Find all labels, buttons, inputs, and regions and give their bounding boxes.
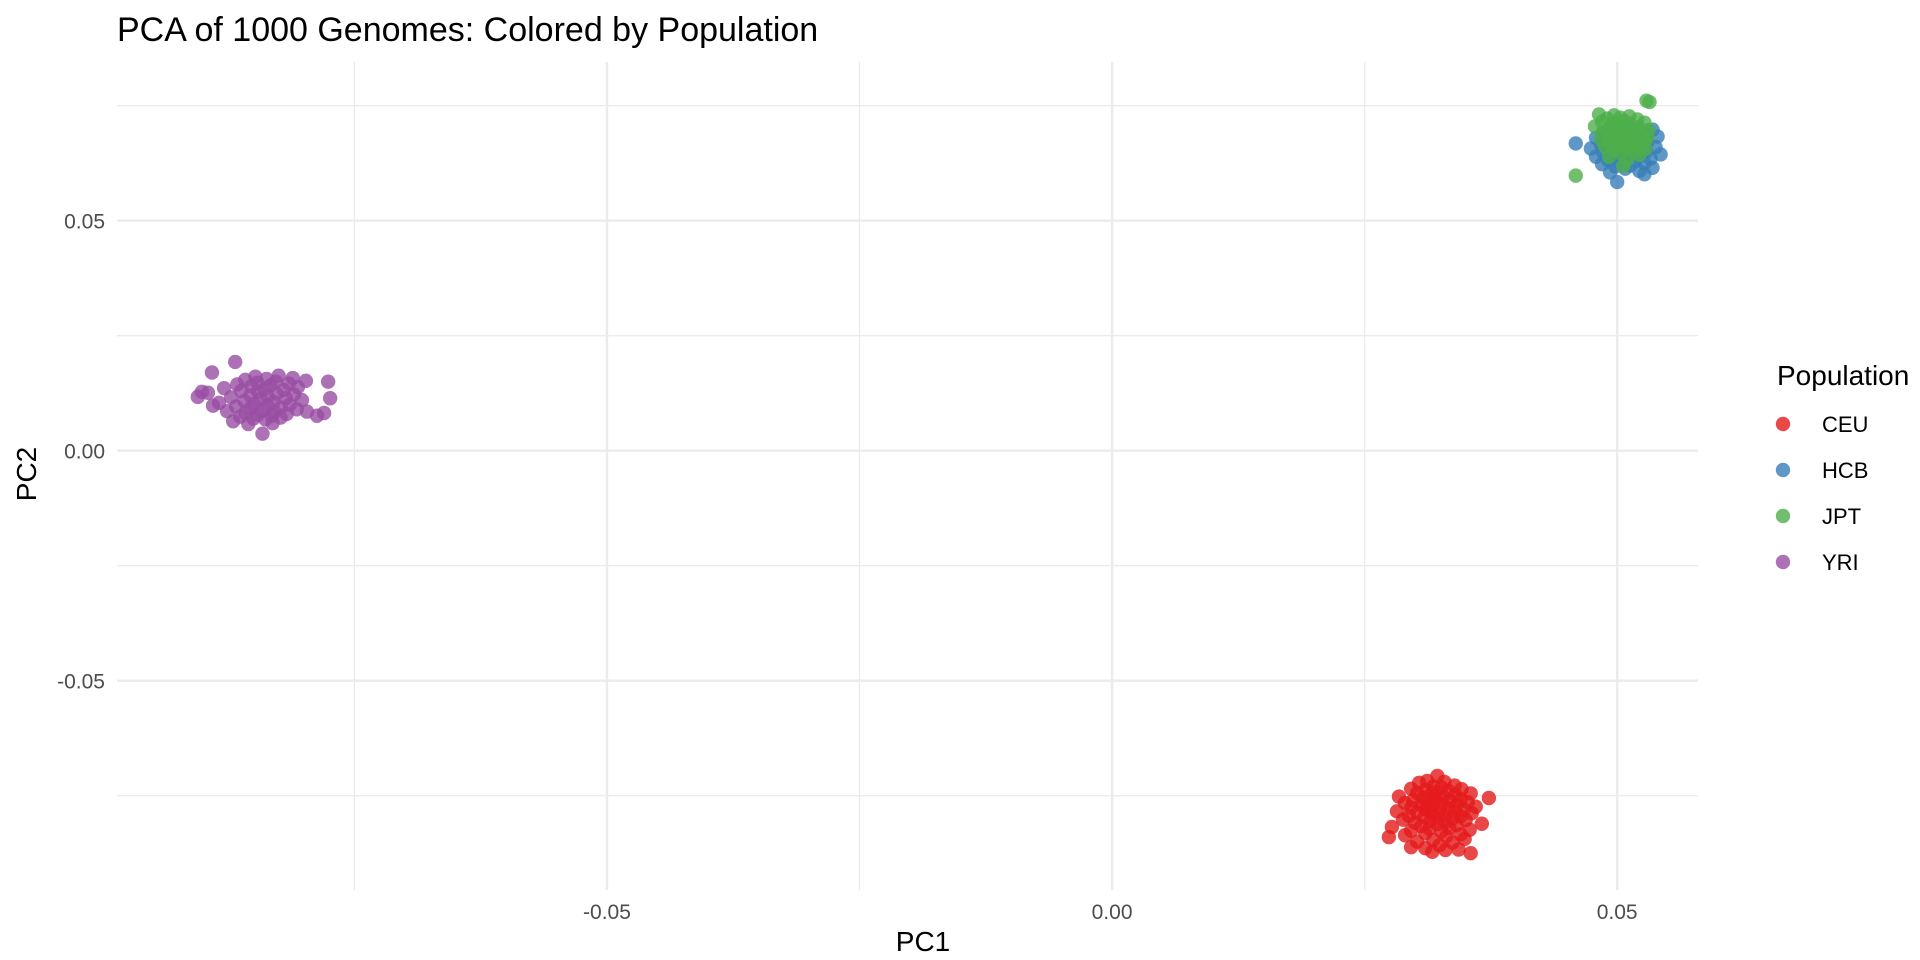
data-point [1457, 831, 1472, 847]
legend-item-ceu: CEU [1775, 412, 1868, 437]
data-point [1632, 147, 1647, 163]
data-point [190, 389, 206, 405]
data-point [1625, 127, 1640, 142]
data-point [1381, 829, 1397, 845]
tick-labels: -0.05 0.00 0.05 -0.05 0.00 0.05 [57, 211, 1637, 924]
data-point [1451, 842, 1466, 857]
data-point [1637, 167, 1652, 182]
data-point [205, 398, 221, 413]
data-point [227, 354, 243, 370]
data-point [320, 374, 336, 389]
y-tick-label: 0.00 [64, 441, 105, 464]
legend-label: CEU [1822, 412, 1868, 437]
series-jpt [1568, 93, 1657, 183]
data-point [1601, 149, 1617, 164]
legend-key [1775, 508, 1791, 524]
data-point [1568, 136, 1583, 151]
data-point [225, 414, 241, 429]
legend-key [1775, 462, 1791, 478]
legend-item-hcb: HCB [1775, 458, 1868, 483]
data-point [255, 426, 270, 441]
x-tick-label: 0.05 [1597, 901, 1638, 924]
data-point [1616, 158, 1631, 174]
legend-item-jpt: JPT [1775, 504, 1861, 529]
legend-key [1775, 554, 1791, 570]
legend-key [1775, 416, 1791, 432]
legend-title: Population [1777, 360, 1909, 391]
series-yri [190, 354, 338, 441]
legend-items: CEU HCB JPT YRI [1775, 412, 1868, 575]
data-point [241, 416, 256, 432]
data-point [1425, 844, 1440, 860]
data-point [1397, 828, 1413, 843]
data-point [1568, 168, 1583, 183]
x-tick-label: 0.00 [1092, 901, 1133, 924]
data-point [322, 391, 338, 406]
data-point [1642, 94, 1657, 110]
legend-item-yri: YRI [1775, 550, 1859, 575]
y-tick-label: -0.05 [57, 671, 105, 694]
plot-points [190, 93, 1668, 861]
x-tick-label: -0.05 [583, 901, 631, 924]
x-axis-title: PC1 [896, 926, 950, 957]
data-point [1463, 846, 1478, 861]
data-point [1403, 840, 1419, 855]
data-point [1474, 816, 1490, 831]
series-ceu [1381, 768, 1497, 861]
data-point [316, 405, 332, 421]
data-point [1438, 842, 1453, 858]
legend: Population CEU HCB JPT YRI [1775, 360, 1909, 575]
grid [117, 62, 1698, 890]
data-point [1395, 812, 1411, 827]
legend-label: JPT [1822, 504, 1861, 529]
data-point [204, 365, 220, 380]
data-point [1481, 790, 1497, 806]
data-point [299, 404, 315, 419]
y-tick-label: 0.05 [64, 211, 105, 234]
data-point [1609, 174, 1625, 190]
data-point [265, 415, 280, 431]
chart-title: PCA of 1000 Genomes: Colored by Populati… [117, 11, 818, 49]
data-point [1422, 802, 1437, 817]
y-axis-title: PC2 [11, 447, 42, 501]
legend-label: YRI [1822, 550, 1859, 575]
legend-label: HCB [1822, 458, 1868, 483]
